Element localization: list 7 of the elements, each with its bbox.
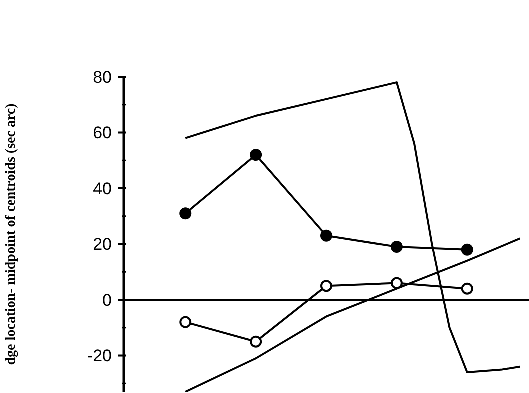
y-tick-label: 80 xyxy=(93,68,112,87)
y-tick-label: 20 xyxy=(93,235,112,254)
y-axis-title: dge location- midpoint of centroids (sec arc) xyxy=(4,103,19,366)
y-tick-label: 60 xyxy=(93,124,112,143)
y-tick-label: 40 xyxy=(93,179,112,198)
y-tick-label: -20 xyxy=(87,346,112,366)
y-tick-label: 0 xyxy=(102,290,112,310)
